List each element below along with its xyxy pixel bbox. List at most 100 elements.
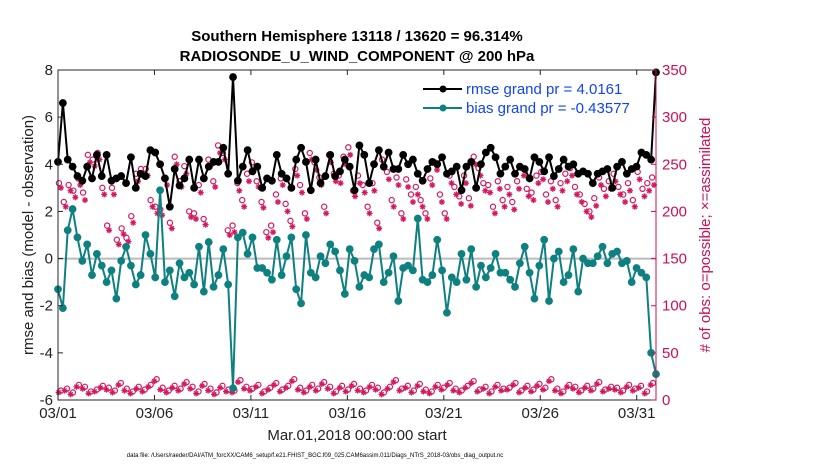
y-axis-right: 0 50 100 150 200 250 300 350 <box>651 62 687 409</box>
obs-possible-point <box>571 183 579 191</box>
rmse-point <box>156 160 164 169</box>
rmse-point <box>326 150 335 159</box>
obs-possible-point <box>345 144 352 151</box>
bias-point <box>462 275 471 284</box>
obs-possible-point <box>494 178 502 185</box>
obs-assimilated-point <box>231 229 238 236</box>
obs-possible-point <box>552 196 559 204</box>
obs-assimilated-point <box>496 185 503 192</box>
obs-assimilated-point <box>573 191 580 198</box>
y2-tick-label: 250 <box>662 156 687 173</box>
obs-assimilated-point <box>467 202 474 209</box>
obs-assimilated-point <box>540 176 547 183</box>
obs-assimilated-low-point <box>372 386 379 393</box>
obs-possible-point <box>644 179 651 187</box>
obs-possible-point <box>306 149 313 157</box>
obs-assimilated-point <box>149 203 156 210</box>
bias-point <box>161 278 169 287</box>
obs-assimilated-point <box>337 180 344 187</box>
obs-possible-point <box>402 176 410 183</box>
bias-point <box>248 233 257 242</box>
obs-assimilated-point <box>458 200 465 207</box>
y-tick-label: 6 <box>45 109 53 126</box>
obs-assimilated-point <box>434 166 441 173</box>
obs-assimilated-low-point <box>354 387 361 394</box>
rmse-point <box>131 183 140 192</box>
rmse-point <box>467 158 476 166</box>
bias-point <box>443 308 451 317</box>
rmse-point <box>117 172 126 180</box>
obs-assimilated-point <box>289 223 296 230</box>
bias-point <box>394 297 403 305</box>
rmse-point <box>384 148 393 157</box>
rmse-point <box>151 148 160 157</box>
obs-assimilated-point <box>506 191 513 198</box>
rmse-point <box>423 165 432 173</box>
obs-assimilated-point <box>110 191 117 198</box>
obs-assimilated-low-point <box>587 387 594 394</box>
obs-assimilated-low-point <box>306 383 313 390</box>
bias-point <box>550 254 558 263</box>
bias-point <box>554 247 563 256</box>
obs-assimilated-low-point <box>360 389 367 396</box>
rmse-point <box>316 179 325 188</box>
obs-assimilated-point <box>409 199 416 205</box>
bias-point <box>574 287 583 296</box>
rmse-line <box>57 72 657 207</box>
rmse-point <box>180 174 189 183</box>
obs-assimilated-point <box>385 176 392 183</box>
obs-assimilated-low-point <box>300 389 307 396</box>
bias-point <box>306 268 315 277</box>
obs-possible-point <box>398 210 405 217</box>
rmse-point <box>204 162 213 171</box>
rmse-point <box>78 176 87 185</box>
rmse-point <box>165 202 174 211</box>
obs-possible-point <box>528 189 535 196</box>
bias-point <box>195 242 203 251</box>
obs-assimilated-low-point <box>498 387 505 394</box>
obs-assimilated-low-point <box>169 384 176 391</box>
y2-tick-label: 0 <box>662 392 670 409</box>
obs-assimilated-point <box>212 183 219 190</box>
obs-assimilated-point <box>544 199 551 205</box>
x-tick-label: 03/26 <box>521 405 559 422</box>
obs-assimilated-point <box>462 180 469 187</box>
bias-point <box>175 259 184 268</box>
rmse-point <box>287 183 296 192</box>
bias-point <box>593 252 602 261</box>
rmse-point <box>73 172 82 180</box>
bias-point <box>340 290 349 298</box>
rmse-point <box>550 172 558 180</box>
obs-assimilated-low-point <box>605 385 612 392</box>
obs-possible-point <box>422 210 429 217</box>
rmse-point <box>496 169 505 178</box>
bias-point <box>297 299 305 308</box>
rmse-point <box>520 165 529 173</box>
obs-assimilated-low-point <box>157 386 164 393</box>
obs-assimilated-point <box>520 172 527 179</box>
obs-possible-point <box>484 181 492 189</box>
legend-entry-rmse: rmse grand pr = 4.0161 <box>466 81 622 98</box>
rmse-point <box>190 183 199 192</box>
obs-assimilated-point <box>106 227 113 234</box>
bias-point <box>423 278 432 287</box>
obs-assimilated-point <box>67 187 74 194</box>
obs-assimilated-point <box>361 189 368 196</box>
rmse-point <box>491 153 500 162</box>
obs-assimilated-low-point <box>641 390 648 397</box>
chart-title: Southern Hemisphere 13118 / 13620 = 96.3… <box>191 28 522 45</box>
obs-possible-point <box>465 195 473 202</box>
obs-assimilated-low-point <box>545 378 552 385</box>
obs-assimilated-point <box>62 203 69 210</box>
bias-point <box>141 231 150 239</box>
bias-point <box>311 273 320 282</box>
bias-point <box>316 252 325 261</box>
obs-assimilated-low-point <box>264 386 271 393</box>
obs-possible-point <box>533 172 540 179</box>
rmse-point <box>229 73 237 81</box>
obs-assimilated-point <box>72 194 79 201</box>
obs-assimilated-low-point <box>516 389 523 396</box>
obs-assimilated-low-point <box>181 380 188 387</box>
bias-point <box>627 278 636 287</box>
obs-assimilated-point <box>583 208 590 215</box>
